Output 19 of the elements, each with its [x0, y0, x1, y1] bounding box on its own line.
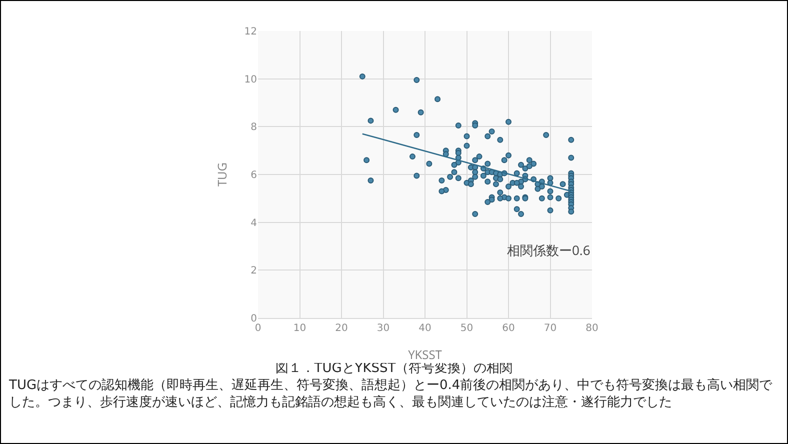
- x-tick-label: 70: [544, 323, 557, 334]
- y-tick-label: 2: [250, 266, 257, 277]
- annotation: 相関係数ー0.6: [507, 241, 590, 259]
- x-tick-label: 50: [460, 323, 474, 334]
- x-tick-label: 20: [335, 323, 348, 334]
- x-tick-label: 30: [376, 323, 390, 334]
- x-axis-title: YKSST: [408, 346, 442, 363]
- text: TUGはすべての認知機能（即時再生、遅延再生、符号変換、語想起）とー0.4前後の相関があり、中でも符号変換は最も高い相関でした。つまり、歩行速度が速いほど、記憶力も記銘語の想起も高く、最も関連していたのは注意・遂行能力でした: [8, 377, 774, 411]
- y-tick-label: 12: [244, 26, 257, 38]
- y-tick-label: 4: [250, 218, 257, 229]
- y-axis-title: TUG: [214, 162, 231, 187]
- x-tick-label: 80: [586, 323, 598, 334]
- y-tick-label: 10: [244, 74, 257, 86]
- y-tick-label: 8: [250, 122, 257, 134]
- y-tick-label: 6: [250, 170, 257, 181]
- y-tick-label: 0: [250, 314, 257, 324]
- x-tick-label: 60: [502, 323, 515, 334]
- x-tick-label: 40: [418, 323, 432, 334]
- x-tick-label: 10: [293, 323, 306, 334]
